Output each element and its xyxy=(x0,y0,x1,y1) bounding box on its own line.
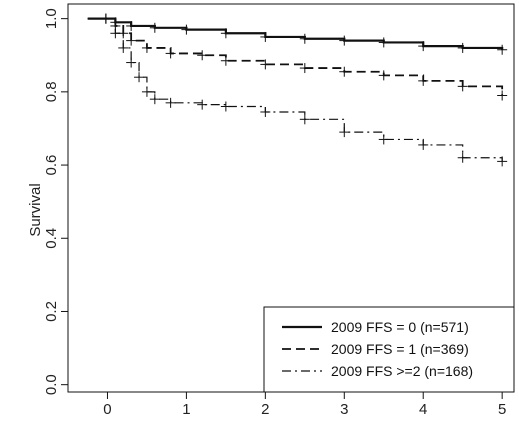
legend-label: 2009 FFS >=2 (n=168) xyxy=(331,363,473,379)
censor-mark xyxy=(457,42,468,53)
censor-mark xyxy=(339,66,350,77)
censor-mark xyxy=(457,81,468,92)
censor-mark xyxy=(220,28,231,39)
censor-mark xyxy=(418,75,429,86)
series-line xyxy=(87,17,504,50)
censor-mark xyxy=(134,72,145,83)
censor-mark xyxy=(260,106,271,117)
censor-mark xyxy=(181,24,192,35)
x-tick-label: 4 xyxy=(419,401,427,418)
y-tick-label: 0.2 xyxy=(43,301,60,322)
censor-mark xyxy=(126,57,137,68)
y-axis: 0.0 0.2 0.4 0.6 0.8 1.0 xyxy=(43,8,68,395)
censor-mark xyxy=(220,55,231,66)
censor-mark xyxy=(378,70,389,81)
legend-label: 2009 FFS = 0 (n=571) xyxy=(331,319,469,335)
censor-mark xyxy=(378,37,389,48)
series-line xyxy=(87,18,503,162)
censor-mark xyxy=(100,13,111,24)
censor-mark xyxy=(260,31,271,42)
censor-mark xyxy=(110,28,121,39)
x-tick-label: 1 xyxy=(182,401,190,418)
censor-mark xyxy=(299,63,310,74)
censor-mark xyxy=(149,94,160,105)
censor-mark xyxy=(497,90,508,101)
censor-mark xyxy=(126,20,137,31)
censor-mark xyxy=(418,41,429,52)
censor-mark xyxy=(149,22,160,33)
censor-mark xyxy=(197,99,208,110)
censor-mark xyxy=(378,134,389,145)
censor-mark xyxy=(497,156,508,167)
x-axis: 0 1 2 3 4 5 xyxy=(103,392,506,418)
censor-mark xyxy=(197,50,208,61)
censor-mark xyxy=(497,44,508,55)
censor-mark xyxy=(339,127,350,138)
censor-mark xyxy=(260,59,271,70)
y-tick-label: 0.4 xyxy=(43,228,60,249)
y-axis-title: Survival xyxy=(27,183,44,236)
series-layer xyxy=(87,13,508,167)
y-tick-label: 0.8 xyxy=(43,81,60,102)
x-tick-label: 5 xyxy=(498,401,506,418)
y-tick-label: 1.0 xyxy=(43,8,60,29)
censor-mark xyxy=(418,139,429,150)
censor-mark xyxy=(141,86,152,97)
legend: 2009 FFS = 0 (n=571) 2009 FFS = 1 (n=369)… xyxy=(263,306,515,393)
y-tick-label: 0.6 xyxy=(43,155,60,176)
censor-mark xyxy=(457,152,468,163)
censor-mark xyxy=(299,114,310,125)
series-dotdash xyxy=(87,13,508,167)
legend-label: 2009 FFS = 1 (n=369) xyxy=(331,341,469,357)
y-tick-label: 0.0 xyxy=(43,374,60,395)
censor-mark xyxy=(141,42,152,53)
x-tick-label: 2 xyxy=(261,401,269,418)
censor-mark xyxy=(118,42,129,53)
x-tick-label: 0 xyxy=(103,401,111,418)
censor-mark xyxy=(220,101,231,112)
censor-mark xyxy=(126,35,137,46)
x-tick-label: 3 xyxy=(340,401,348,418)
legend-box xyxy=(263,306,515,393)
censor-mark xyxy=(339,35,350,46)
censor-mark xyxy=(299,33,310,44)
series-line xyxy=(87,17,504,96)
censor-mark xyxy=(165,97,176,108)
censor-mark xyxy=(165,48,176,59)
